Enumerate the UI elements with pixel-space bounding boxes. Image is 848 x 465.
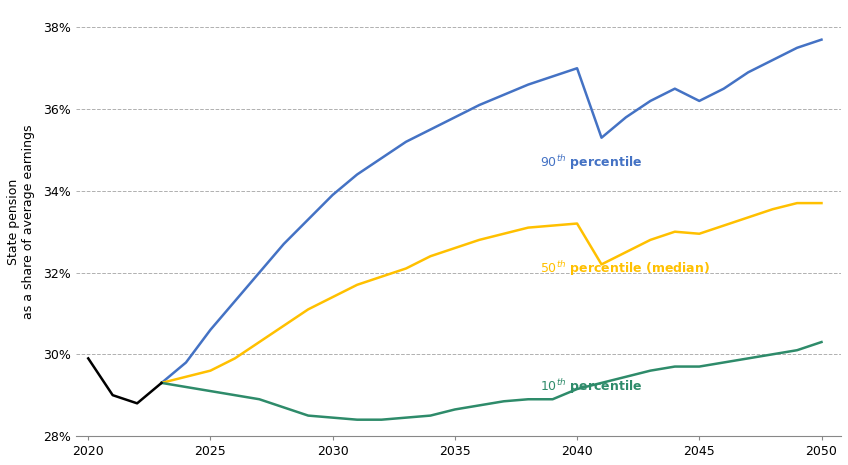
Text: $50^{th}$ percentile (median): $50^{th}$ percentile (median) <box>540 259 711 278</box>
Text: $90^{th}$ percentile: $90^{th}$ percentile <box>540 153 643 172</box>
Y-axis label: State pension
as a share of average earnings: State pension as a share of average earn… <box>7 124 35 319</box>
Text: $10^{th}$ percentile: $10^{th}$ percentile <box>540 378 643 397</box>
